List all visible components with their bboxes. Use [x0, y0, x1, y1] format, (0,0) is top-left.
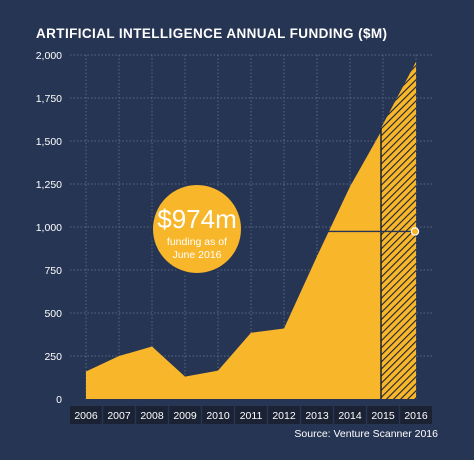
- x-tick-label: 2015: [371, 410, 395, 422]
- x-tick-label: 2011: [240, 410, 263, 422]
- callout-value: $974m: [157, 204, 237, 234]
- projected-area: [381, 61, 416, 399]
- y-tick-label: 250: [44, 351, 62, 363]
- x-tick-label: 2012: [272, 410, 296, 422]
- y-tick-label: 1,250: [36, 179, 62, 191]
- x-tick-label: 2008: [140, 410, 164, 422]
- callout-line2: June 2016: [172, 249, 221, 261]
- x-tick-label: 2006: [74, 410, 98, 422]
- x-tick-label: 2014: [338, 410, 362, 422]
- funding-area-fill: [86, 61, 416, 399]
- y-tick-label: 1,500: [36, 136, 62, 148]
- funding-area: [86, 61, 416, 399]
- callout-marker: [410, 227, 420, 236]
- y-tick-label: 500: [44, 308, 62, 320]
- y-tick-label: 1,000: [36, 222, 62, 234]
- x-tick-label: 2009: [173, 410, 197, 422]
- callout-circle: [151, 183, 243, 275]
- x-axis: 2006 2007 2008 2009 2010 2011 2012 2013 2014 2015…: [70, 406, 432, 424]
- x-tick-label: 2007: [107, 410, 131, 422]
- callout-line1: funding as of: [167, 236, 227, 248]
- x-tick-label: 2013: [305, 410, 329, 422]
- y-tick-label: 2,000: [36, 50, 62, 62]
- y-axis: 0 250 500 750 1,000 1,250 1,500 1,750 2,000: [36, 50, 62, 406]
- x-tick-label: 2010: [206, 410, 230, 422]
- source-note: Source: Venture Scanner 2016: [294, 428, 438, 440]
- y-tick-label: 1,750: [36, 93, 62, 105]
- x-axis-band: [70, 406, 432, 424]
- chart-title: ARTIFICIAL INTELLIGENCE ANNUAL FUNDING (…: [36, 26, 388, 41]
- x-tick-label: 2016: [404, 410, 428, 422]
- y-tick-label: 0: [56, 394, 62, 406]
- y-tick-label: 750: [44, 265, 62, 277]
- callout: $974m funding as of June 2016: [151, 183, 420, 275]
